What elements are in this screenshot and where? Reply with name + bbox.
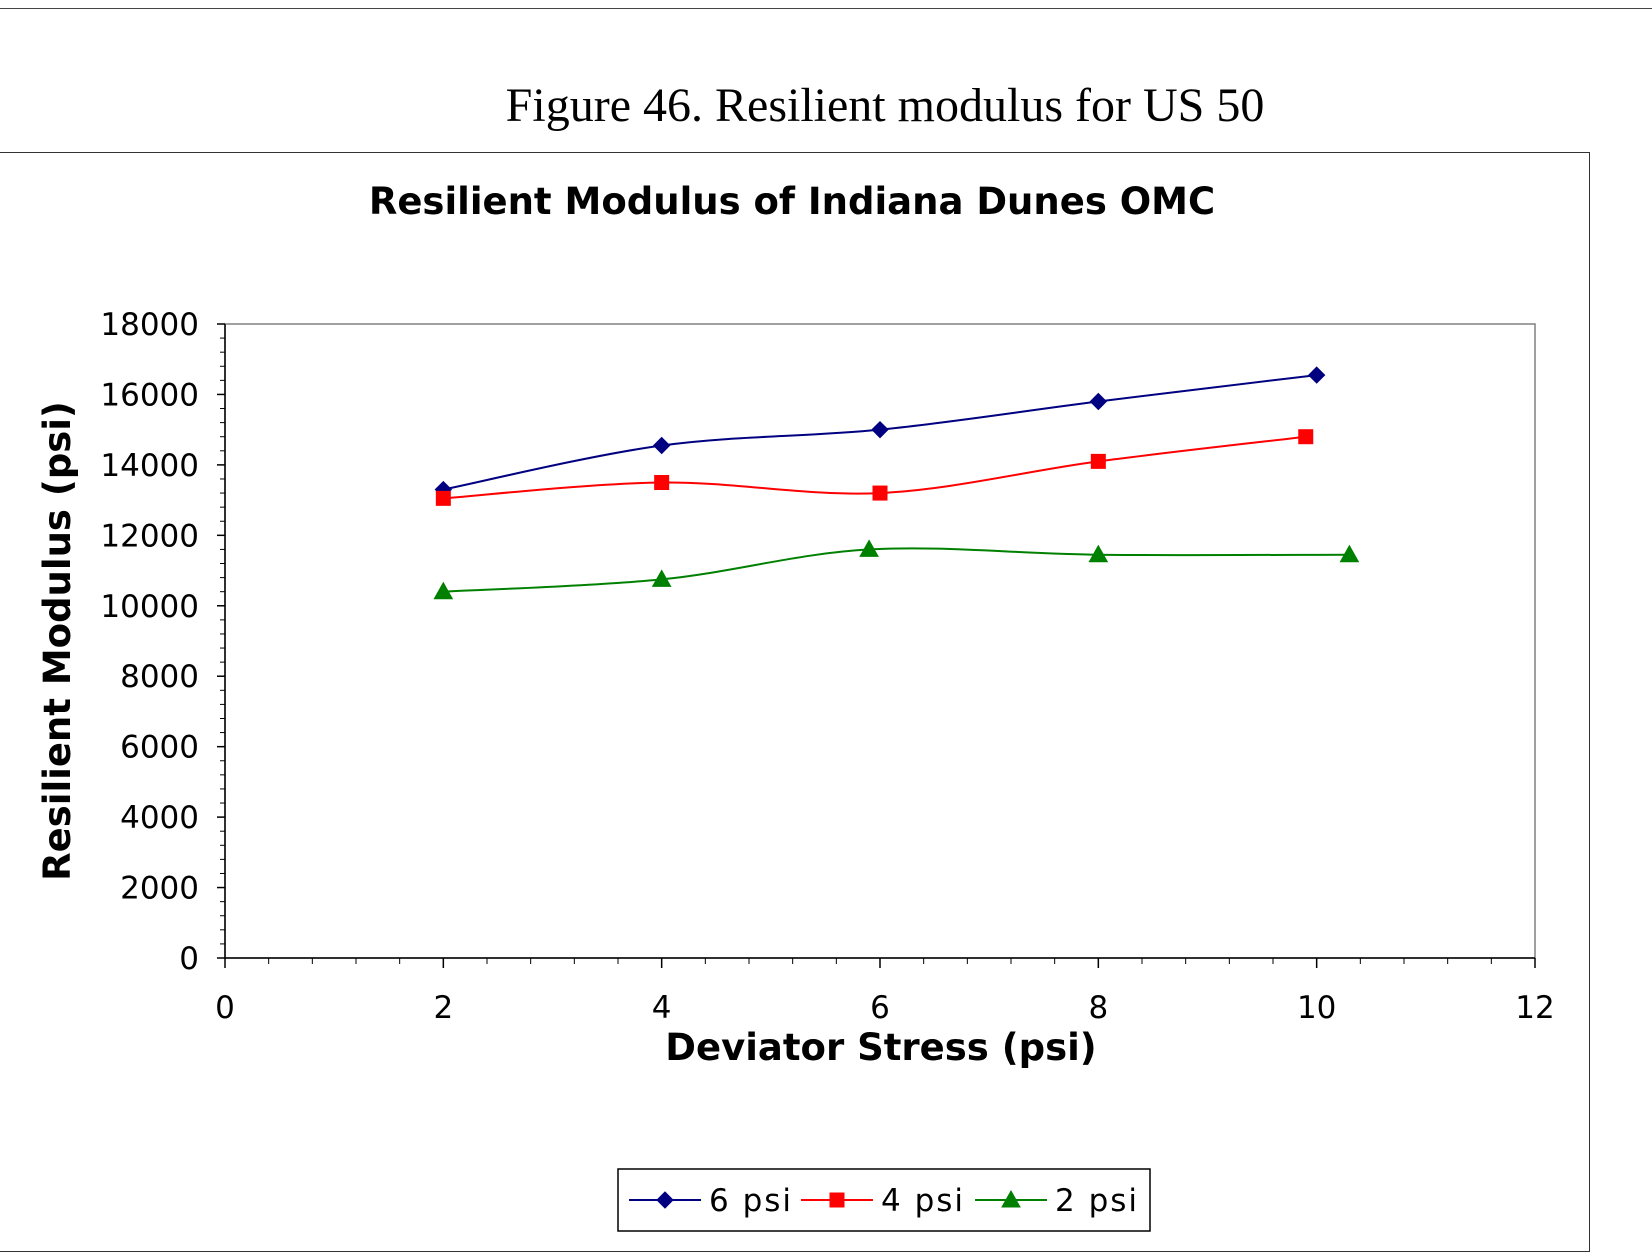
legend-marker-2-psi: [1001, 1189, 1021, 1208]
series-line-2-psi: [443, 547, 1350, 593]
data-point-2-psi: [1339, 544, 1360, 563]
legend-label-6-psi: 6 psi: [709, 1183, 793, 1219]
legend-item-2-psi: 2 psi: [975, 1183, 1139, 1219]
legend-label-4-psi: 4 psi: [881, 1183, 965, 1219]
data-point-2-psi: [1088, 544, 1109, 563]
x-tick-label: 2: [433, 990, 453, 1026]
legend-marker-4-psi: [829, 1192, 845, 1208]
data-point-4-psi: [1298, 429, 1314, 445]
legend-label-2-psi: 2 psi: [1055, 1183, 1139, 1219]
y-tick-label: 4000: [120, 800, 199, 836]
series-6-psi: [434, 366, 1326, 499]
y-tick-label: 8000: [120, 659, 199, 695]
legend-item-6-psi: 6 psi: [629, 1183, 793, 1219]
y-tick-label: 0: [179, 941, 199, 977]
series-4-psi: [435, 429, 1314, 506]
x-tick-label: 12: [1515, 990, 1554, 1026]
data-point-6-psi: [871, 420, 889, 439]
series-2-psi: [433, 539, 1360, 600]
y-tick-label: 14000: [100, 448, 199, 484]
data-point-2-psi: [859, 539, 879, 557]
y-tick-label: 12000: [100, 518, 199, 554]
x-tick-label: 8: [1088, 990, 1108, 1026]
x-tick-label: 6: [870, 990, 890, 1026]
legend: 6 psi 4 psi 2 psi: [617, 1168, 1151, 1232]
y-tick-label: 18000: [100, 307, 199, 343]
figure-caption: Figure 46. Resilient modulus for US 50: [505, 79, 1265, 132]
legend-item-4-psi: 4 psi: [801, 1183, 965, 1219]
chart-frame: Resilient Modulus of Indiana Dunes OMC 0…: [0, 152, 1590, 1252]
x-axis-title: Deviator Stress (psi): [665, 1026, 1096, 1069]
y-tick-label: 16000: [100, 377, 199, 413]
x-tick-label: 4: [652, 990, 672, 1026]
ticks-layer: 0 2000 4000 6000 8000 10000 12000 14000 16000 180…: [100, 307, 1554, 1026]
data-point-6-psi: [1089, 392, 1108, 411]
data-point-4-psi: [654, 475, 670, 490]
data-point-2-psi: [651, 569, 672, 587]
data-point-6-psi: [1307, 366, 1326, 384]
plot-area: [224, 323, 1536, 959]
data-point-4-psi: [872, 485, 888, 501]
top-rule: [0, 8, 1652, 9]
legend-box: [617, 1168, 1151, 1232]
data-point-4-psi: [1090, 453, 1106, 469]
y-tick-label: 2000: [120, 871, 199, 907]
y-axis-title: Resilient Modulus (psi): [36, 401, 79, 881]
chart-title: Resilient Modulus of Indiana Dunes OMC: [369, 180, 1215, 223]
y-tick-label: 6000: [120, 730, 199, 766]
series-layer: [433, 366, 1360, 600]
legend-items: 6 psi 4 psi 2 psi: [629, 1183, 1139, 1219]
x-tick-label: 10: [1297, 990, 1336, 1026]
data-point-4-psi: [435, 490, 451, 506]
y-tick-label: 10000: [100, 589, 199, 625]
data-point-6-psi: [652, 436, 671, 455]
x-tick-label: 0: [215, 990, 235, 1026]
legend-marker-6-psi: [656, 1191, 674, 1209]
chart-svg: Resilient Modulus of Indiana Dunes OMC 0…: [36, 180, 1555, 1232]
data-point-2-psi: [433, 581, 454, 600]
